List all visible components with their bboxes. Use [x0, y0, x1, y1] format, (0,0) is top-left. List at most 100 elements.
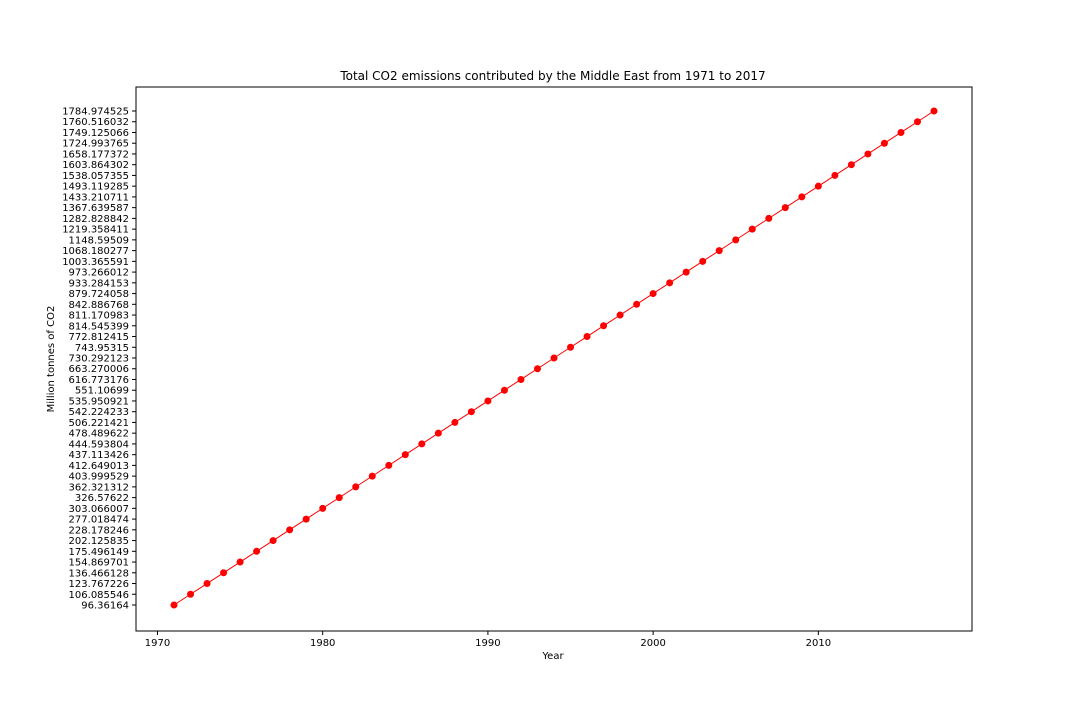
x-tick-label: 1970 [145, 638, 170, 649]
x-tick-label: 1980 [310, 638, 335, 649]
y-tick-label: 228.178246 [69, 525, 129, 536]
y-tick-label: 663.270006 [69, 364, 129, 375]
y-tick-label: 303.066007 [69, 504, 129, 515]
data-point [286, 526, 294, 534]
x-axis-label: Year [541, 651, 564, 662]
y-tick-label: 136.466128 [69, 568, 129, 579]
data-point [847, 161, 855, 169]
data-point [814, 182, 822, 190]
y-tick-label: 277.018474 [69, 515, 129, 526]
y-tick-label: 879.724058 [69, 289, 129, 300]
y-tick-label: 933.284153 [69, 278, 129, 289]
y-tick-label: 154.869701 [69, 558, 129, 569]
y-tick-label: 973.266012 [69, 268, 129, 279]
y-tick-label: 202.125835 [69, 536, 129, 547]
data-point [583, 333, 591, 341]
data-point [715, 247, 723, 255]
y-tick-label: 1538.057355 [62, 171, 129, 182]
data-point [616, 311, 624, 319]
data-point [500, 386, 508, 394]
y-tick-label: 326.57622 [75, 493, 129, 504]
y-tick-label: 1493.119285 [62, 182, 129, 193]
y-tick-label: 743.95315 [75, 343, 129, 354]
data-point [418, 440, 426, 448]
data-point [368, 472, 376, 480]
data-point [203, 580, 211, 588]
y-tick-label: 1148.59509 [69, 235, 129, 246]
data-point [385, 461, 393, 469]
y-axis-label: Million tonnes of CO2 [46, 306, 57, 413]
y-tick-label: 96.36164 [81, 601, 129, 612]
data-point [401, 451, 409, 459]
data-point [666, 279, 674, 287]
y-tick-label: 730.292123 [69, 354, 129, 365]
y-tick-label: 362.321312 [69, 482, 129, 493]
y-tick-label: 478.489622 [69, 429, 129, 440]
data-point [633, 300, 641, 308]
data-point [484, 397, 492, 405]
data-point [236, 558, 244, 566]
data-point [930, 107, 938, 115]
y-tick-label: 1282.828842 [62, 214, 129, 225]
x-tick-label: 1990 [475, 638, 500, 649]
y-tick-label: 842.886768 [69, 300, 129, 311]
y-tick-label: 1724.993765 [62, 139, 129, 150]
y-axis: 96.36164106.085546123.767226136.46612815… [62, 107, 136, 612]
data-point [567, 343, 575, 351]
chart-title: Total CO2 emissions contributed by the M… [339, 69, 765, 83]
data-point [434, 429, 442, 437]
data-point [170, 601, 178, 609]
data-point [649, 290, 657, 298]
y-tick-label: 811.170983 [69, 311, 129, 322]
y-tick-label: 1219.358411 [62, 225, 129, 236]
data-point [864, 150, 872, 158]
data-point [765, 214, 773, 222]
y-tick-label: 772.812415 [69, 332, 129, 343]
y-tick-label: 551.10699 [75, 386, 129, 397]
data-point [269, 537, 277, 545]
data-point [831, 171, 839, 179]
data-point [682, 268, 690, 276]
y-tick-label: 542.224233 [69, 407, 129, 418]
data-point [781, 204, 789, 212]
data-point [302, 515, 310, 523]
y-tick-label: 1658.177372 [62, 149, 129, 160]
data-point [319, 504, 327, 512]
x-tick-label: 2000 [640, 638, 665, 649]
y-tick-label: 1003.365591 [62, 257, 129, 268]
data-point [798, 193, 806, 201]
y-tick-label: 1784.974525 [62, 107, 129, 118]
data-point [220, 569, 228, 577]
y-tick-label: 412.649013 [69, 461, 129, 472]
data-point [880, 139, 888, 147]
plot-frame [135, 86, 973, 632]
x-axis: 1970 1980 1990 2000 2010 [145, 631, 831, 649]
y-tick-label: 616.773176 [69, 375, 129, 386]
data-point [748, 225, 756, 233]
data-point [517, 375, 525, 383]
data-point [187, 590, 195, 598]
y-tick-label: 175.496149 [69, 547, 129, 558]
data-point [897, 128, 905, 136]
data-point [550, 354, 558, 362]
x-tick-label: 2010 [806, 638, 831, 649]
y-tick-label: 437.113426 [69, 450, 129, 461]
y-tick-label: 1068.180277 [62, 246, 129, 257]
data-point [699, 257, 707, 265]
data-point [352, 483, 360, 491]
data-point [253, 547, 261, 555]
data-point [451, 418, 459, 426]
data-point [533, 365, 541, 373]
data-point [732, 236, 740, 244]
series-group [170, 107, 938, 609]
y-tick-label: 123.767226 [69, 579, 129, 590]
data-point [335, 494, 343, 502]
y-tick-label: 1760.516032 [62, 117, 129, 128]
y-tick-label: 814.545399 [69, 321, 129, 332]
y-tick-label: 1749.125066 [62, 128, 129, 139]
y-tick-label: 1433.210711 [62, 192, 129, 203]
y-tick-label: 106.085546 [69, 590, 129, 601]
y-tick-label: 1603.864302 [62, 160, 129, 171]
y-tick-label: 535.950921 [69, 396, 129, 407]
